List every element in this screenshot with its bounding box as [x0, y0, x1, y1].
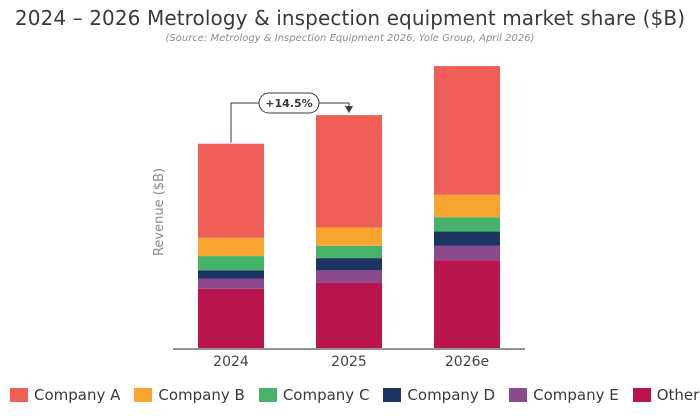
- legend-swatch-company-d: [383, 388, 402, 402]
- bar-company-b-2025: [316, 227, 382, 246]
- stacked-bar-chart: Revenue ($B) 2024 2025 2026e +14.5%: [152, 66, 525, 370]
- legend-swatch-company-a: [10, 388, 28, 402]
- legend-swatch-company-c: [258, 388, 277, 402]
- chart-title: 2024 – 2026 Metrology & inspection equip…: [14, 6, 686, 30]
- bar-company-e-2024: [198, 278, 264, 289]
- legend-item-company-a: Company A: [10, 386, 120, 404]
- bar-company-c-2026e: [434, 217, 500, 232]
- legend-swatch-company-b: [134, 388, 153, 402]
- growth-badge: [258, 92, 320, 114]
- bar-company-a-2025: [316, 115, 382, 228]
- legend-item-company-e: Company E: [509, 386, 619, 404]
- bar-others-2024: [198, 288, 264, 348]
- legend-item-others: Others: [632, 386, 700, 404]
- growth-badge-label: +14.5%: [265, 97, 312, 110]
- legend-item-company-c: Company C: [258, 386, 370, 404]
- bar-company-a-2026e: [434, 66, 500, 195]
- bar-company-b-2024: [198, 237, 264, 257]
- bar-others-2025: [316, 282, 382, 348]
- y-axis-label: Revenue ($B): [152, 168, 167, 256]
- legend-label: Others: [656, 386, 700, 404]
- growth-arrowhead-icon: [345, 106, 353, 114]
- x-tick-label: 2024: [213, 354, 249, 370]
- bar-company-d-2026e: [434, 231, 500, 246]
- bar-company-d-2025: [316, 258, 382, 271]
- bar-others-2026e: [434, 260, 500, 348]
- bar-company-d-2024: [198, 270, 264, 279]
- legend-label: Company A: [34, 386, 121, 404]
- legend-label: Company B: [158, 386, 245, 404]
- legend-label: Company C: [282, 386, 370, 404]
- bar-company-b-2026e: [434, 194, 500, 218]
- bar-company-c-2024: [198, 256, 264, 271]
- legend-item-company-d: Company D: [383, 386, 495, 404]
- bar-company-e-2026e: [434, 245, 500, 261]
- legend-label: Company E: [533, 386, 619, 404]
- bar-company-c-2025: [316, 245, 382, 259]
- chart-subtitle: (Source: Metrology & Inspection Equipmen…: [165, 33, 535, 44]
- legend-label: Company D: [407, 386, 496, 404]
- bar-company-e-2025: [316, 270, 382, 283]
- legend-swatch-others: [632, 388, 651, 402]
- bar-company-a-2024: [198, 143, 264, 238]
- x-tick-label: 2025: [331, 354, 367, 370]
- x-tick-label: 2026e: [445, 354, 489, 370]
- legend-swatch-company-e: [509, 388, 528, 402]
- legend-item-company-b: Company B: [134, 386, 245, 404]
- chart-legend: Company A Company B Company C Company D Comp…: [10, 384, 700, 406]
